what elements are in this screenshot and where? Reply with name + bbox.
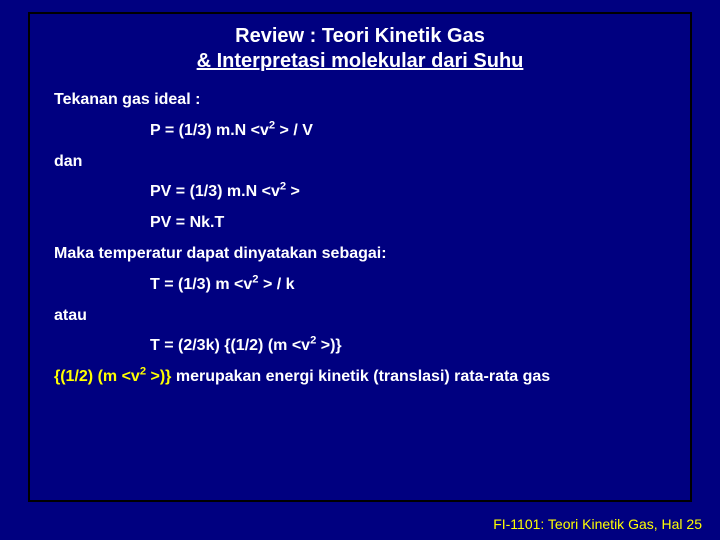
eq-p-post: > / V (275, 122, 313, 139)
text-tekanan: Tekanan gas ideal : (54, 90, 666, 111)
expl-post: >)} (146, 368, 171, 385)
eq-t1-post: > / k (259, 276, 295, 293)
title-line-2: & Interpretasi molekular dari Suhu (197, 50, 524, 72)
equation-t1: T = (1/3) m <v2 > / k (54, 275, 666, 296)
equation-t2: T = (2/3k) {(1/2) (m <v2 >)} (54, 336, 666, 357)
slide-footer: FI-1101: Teori Kinetik Gas, Hal 25 (493, 516, 702, 532)
eq-t1-pre: T = (1/3) m <v (150, 276, 252, 293)
text-atau: atau (54, 306, 666, 327)
expl-tail: merupakan energi kinetik (translasi) rat… (171, 368, 550, 385)
text-maka: Maka temperatur dapat dinyatakan sebagai… (54, 244, 666, 265)
equation-pv: PV = (1/3) m.N <v2 > (54, 182, 666, 203)
expl-yellow: {(1/2) (m <v2 >)} (54, 368, 171, 385)
equation-p: P = (1/3) m.N <v2 > / V (54, 121, 666, 142)
slide-content-box: Review : Teori Kinetik Gas & Interpretas… (28, 12, 692, 502)
eq-t2-pre: T = (2/3k) {(1/2) (m <v (150, 337, 310, 354)
equation-nkt: PV = Nk.T (54, 213, 666, 234)
expl-pre: {(1/2) (m <v (54, 368, 140, 385)
slide-title: Review : Teori Kinetik Gas & Interpretas… (54, 24, 666, 74)
title-line-1: Review : Teori Kinetik Gas (235, 25, 485, 47)
eq-pv-pre: PV = (1/3) m.N <v (150, 183, 280, 200)
text-dan: dan (54, 152, 666, 173)
eq-t2-post: >)} (316, 337, 341, 354)
text-explanation: {(1/2) (m <v2 >)} merupakan energi kinet… (54, 367, 666, 388)
eq-pv-post: > (286, 183, 300, 200)
eq-p-pre: P = (1/3) m.N <v (150, 122, 269, 139)
